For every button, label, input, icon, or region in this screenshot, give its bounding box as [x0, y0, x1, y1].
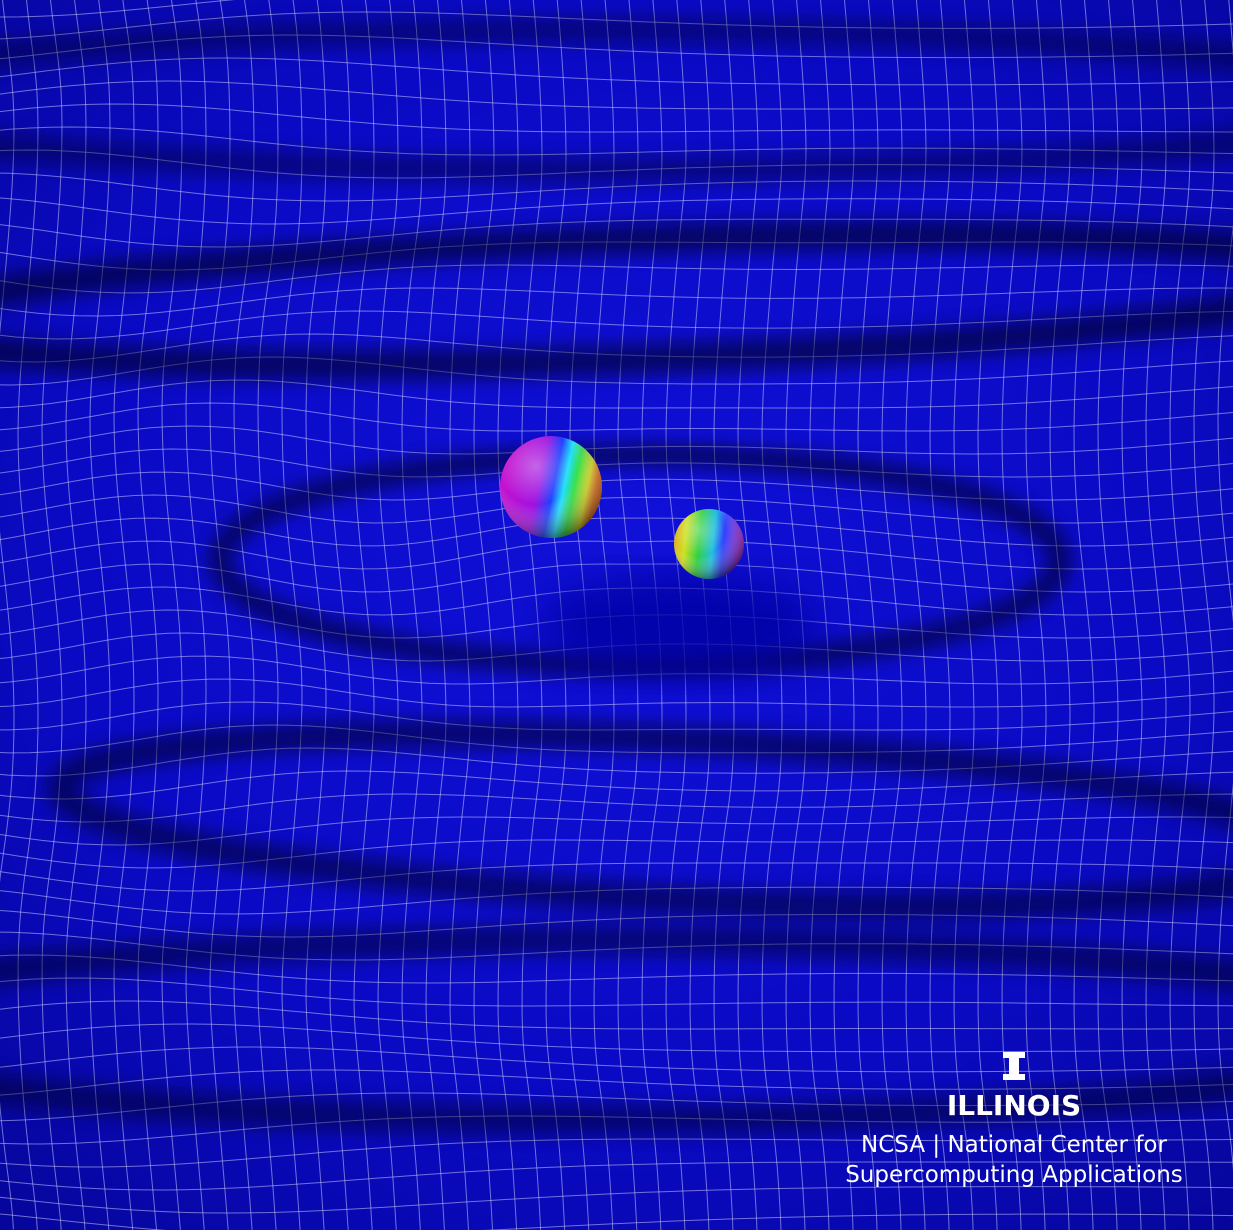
logo-line: Supercomputing Applications	[845, 1162, 1183, 1188]
sphere-shade	[674, 509, 744, 579]
logo-line: NCSA | National Center for	[861, 1132, 1167, 1158]
page: {"logo": {"wordmark": "ILLINOIS", "lines…	[0, 0, 1233, 1230]
central-well	[540, 575, 820, 675]
black-hole-large	[500, 436, 602, 538]
wordmark: ILLINOIS	[947, 1089, 1081, 1122]
black-hole-small	[674, 509, 744, 579]
sphere-shade	[500, 436, 602, 538]
scene: ILLINOIS NCSA | National Center for Supe…	[0, 0, 1233, 1230]
